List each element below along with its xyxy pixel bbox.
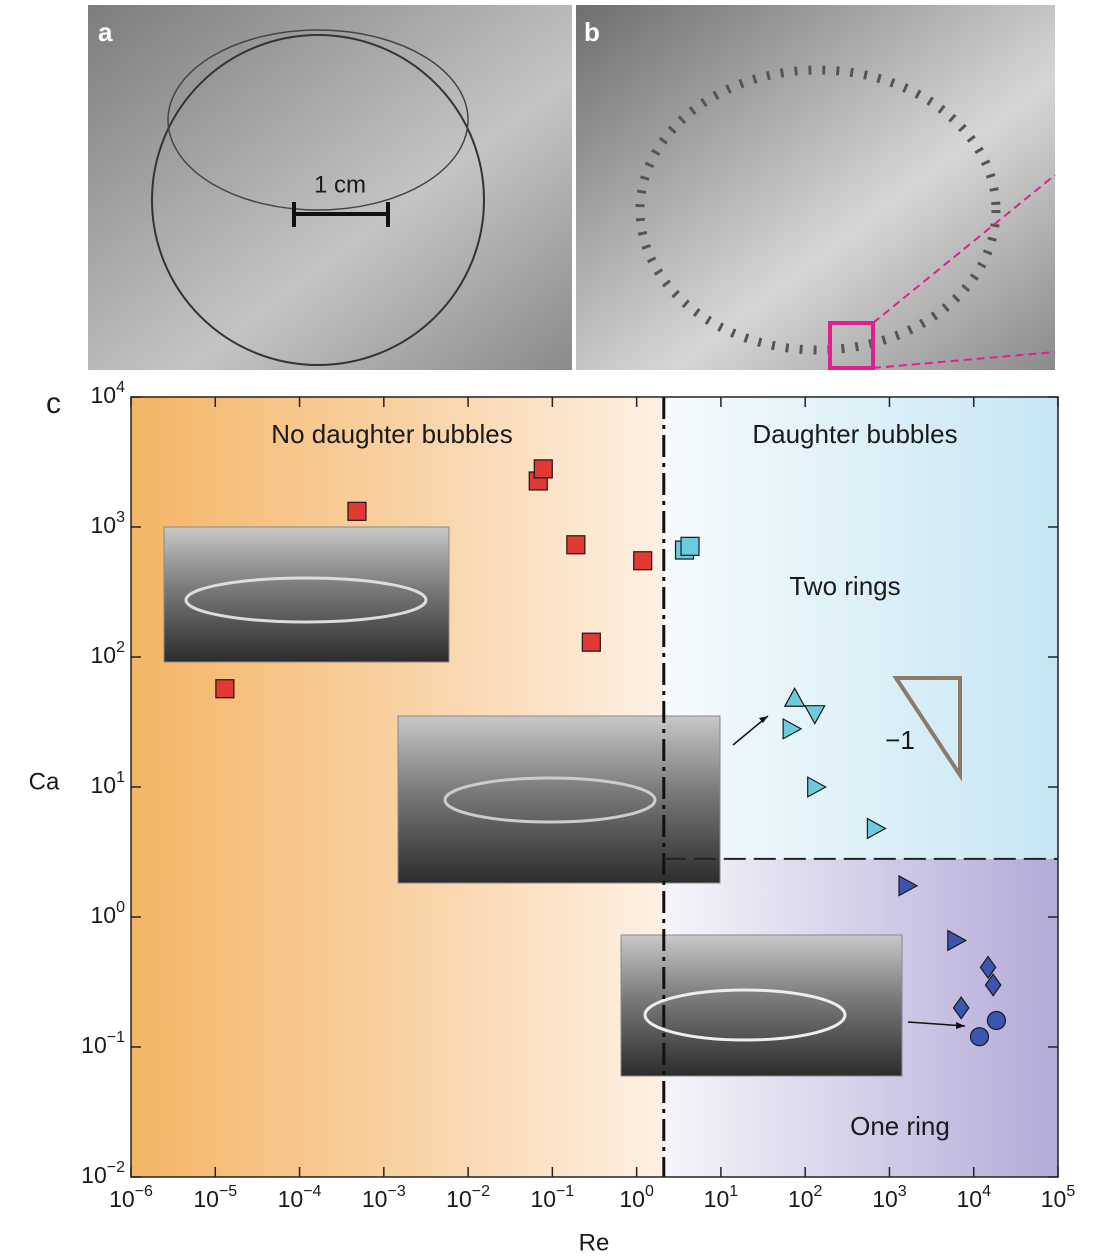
highlight-box [828, 321, 875, 370]
data-point [866, 817, 887, 840]
annotation: Daughter bubbles [752, 419, 957, 449]
plot: No daughter bubbles Daughter bubbles Two r… [81, 379, 1075, 1212]
data-point [947, 929, 968, 952]
inset-photo [397, 715, 721, 884]
x-tick-label: 100 [619, 1183, 654, 1212]
data-point [581, 632, 601, 652]
x-tick-label: 10−5 [193, 1183, 237, 1212]
data-point [633, 551, 653, 571]
x-tick-label: 104 [956, 1183, 991, 1212]
panel-label: c [46, 387, 61, 420]
annotation: One ring [850, 1111, 950, 1141]
x-tick-label: 101 [704, 1183, 739, 1212]
plot-frame [130, 396, 1059, 1178]
data-point [680, 536, 700, 556]
y-tick-label: 102 [91, 639, 126, 668]
x-tick-label: 105 [1041, 1183, 1076, 1212]
daughter-bubble-ring [635, 65, 1001, 355]
data-point [782, 717, 803, 740]
inset-photo [163, 526, 450, 663]
inset-drop [643, 988, 847, 1042]
x-tick-label: 103 [872, 1183, 907, 1212]
x-axis-label: Re [579, 1229, 610, 1256]
x-tick-label: 10−4 [278, 1183, 322, 1212]
inset-drop [443, 776, 657, 824]
y-tick-label: 104 [91, 379, 126, 408]
annotation: Two rings [789, 571, 900, 601]
x-tick-label: 10−2 [446, 1183, 490, 1212]
panel-label: b [584, 17, 600, 47]
scale-bar-label: 1 cm [314, 171, 366, 198]
x-tick-label: 10−1 [530, 1183, 574, 1212]
x-tick-label: 102 [788, 1183, 823, 1212]
zoom-line [872, 351, 1056, 369]
y-tick-label: 10−1 [81, 1029, 125, 1058]
slope-triangle [892, 676, 962, 782]
arrow-head [956, 1022, 965, 1029]
data-point [952, 996, 970, 1020]
arrow [907, 1021, 966, 1027]
data-point [898, 874, 919, 897]
data-point [969, 1027, 990, 1047]
arrow-head [759, 716, 768, 723]
region-background [663, 397, 1058, 859]
data-point [803, 705, 826, 725]
data-point [807, 776, 827, 798]
y-axis-label: Ca [29, 768, 60, 795]
data-point [783, 687, 806, 707]
annotation: No daughter bubbles [271, 419, 512, 449]
y-tick-label: 101 [91, 769, 126, 798]
photo-panels: 1 cm a b [88, 5, 1056, 370]
data-point [566, 535, 586, 555]
data-point [215, 679, 235, 699]
bubble-outline [151, 34, 485, 366]
y-tick-label: 100 [91, 899, 126, 928]
x-tick-label: 10−3 [362, 1183, 406, 1212]
data-point [347, 501, 367, 521]
x-tick-label: 10−6 [109, 1183, 153, 1212]
y-tick-label: 103 [91, 509, 126, 538]
y-tick-label: 10−2 [81, 1159, 125, 1188]
data-point [984, 973, 1002, 997]
annotation: −1 [885, 725, 915, 755]
inset-drop [184, 576, 428, 624]
data-point [979, 955, 997, 980]
data-point [986, 1010, 1007, 1031]
data-point [533, 459, 553, 479]
bubble-rim [167, 29, 469, 211]
inset-photo [620, 934, 903, 1077]
photo-b [576, 5, 1055, 370]
photo-a [88, 5, 572, 370]
panel-label: a [98, 17, 113, 47]
zoom-line [872, 174, 1056, 324]
